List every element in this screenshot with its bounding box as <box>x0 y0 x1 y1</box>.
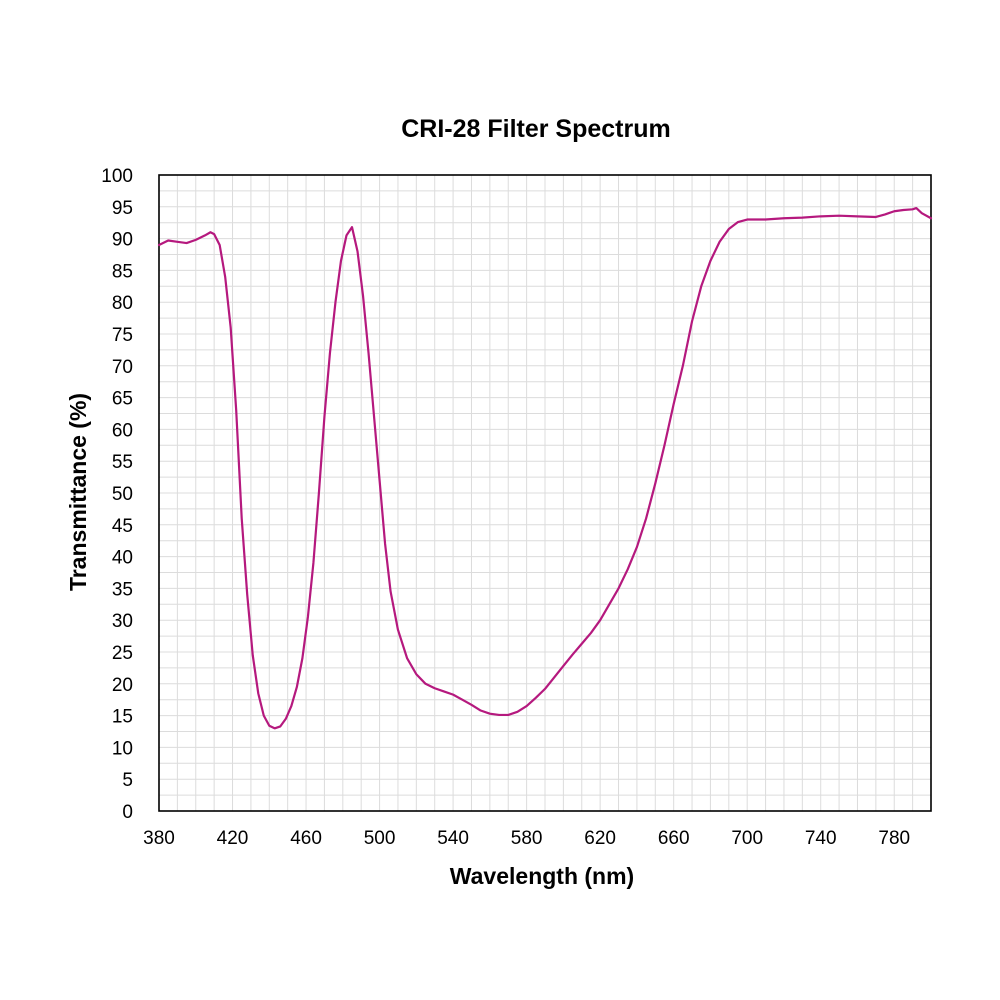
x-tick-label: 460 <box>290 828 322 849</box>
grid <box>159 175 931 811</box>
x-axis-label: Wavelength (nm) <box>450 863 634 889</box>
x-tick-label: 580 <box>511 828 543 849</box>
series-layer <box>157 206 933 730</box>
x-tick-label: 380 <box>143 828 175 849</box>
y-tick-label: 70 <box>112 357 133 378</box>
y-tick-label: 50 <box>112 484 133 505</box>
y-tick-label: 5 <box>122 770 133 791</box>
chart-title: CRI-28 Filter Spectrum <box>401 115 671 143</box>
x-tick-label: 500 <box>364 828 396 849</box>
x-tick-label: 620 <box>584 828 616 849</box>
y-tick-label: 55 <box>112 452 133 473</box>
y-tick-label: 85 <box>112 261 133 282</box>
y-tick-label: 75 <box>112 325 133 346</box>
y-tick-label: 80 <box>112 293 133 314</box>
y-tick-label: 35 <box>112 579 133 600</box>
x-tick-label: 540 <box>437 828 469 849</box>
y-tick-label: 95 <box>112 198 133 219</box>
y-tick-label: 20 <box>112 675 133 696</box>
y-tick-label: 60 <box>112 420 133 441</box>
y-tick-label: 100 <box>101 166 133 187</box>
y-axis-label: Transmittance (%) <box>65 393 91 591</box>
x-tick-label: 420 <box>217 828 249 849</box>
y-tick-label: 10 <box>112 738 133 759</box>
x-tick-label: 660 <box>658 828 690 849</box>
y-tick-label: 30 <box>112 611 133 632</box>
x-tick-label: 740 <box>805 828 837 849</box>
y-tick-label: 45 <box>112 516 133 537</box>
x-tick-labels: 380 420 460 500 540 580 620 660 700 740 780 <box>143 828 910 849</box>
y-tick-labels: 0 5 10 15 20 25 30 35 40 45 50 55 60 65 70 75 80 85 90 95 10… <box>101 166 133 823</box>
y-tick-label: 0 <box>122 802 133 823</box>
x-tick-label: 780 <box>878 828 910 849</box>
series-line-0 <box>157 206 933 730</box>
y-tick-label: 40 <box>112 548 133 569</box>
y-tick-label: 25 <box>112 643 133 664</box>
x-tick-label: 700 <box>731 828 763 849</box>
y-tick-label: 90 <box>112 230 133 251</box>
y-tick-label: 65 <box>112 389 133 410</box>
y-tick-label: 15 <box>112 707 133 728</box>
plot-frame <box>158 174 932 812</box>
